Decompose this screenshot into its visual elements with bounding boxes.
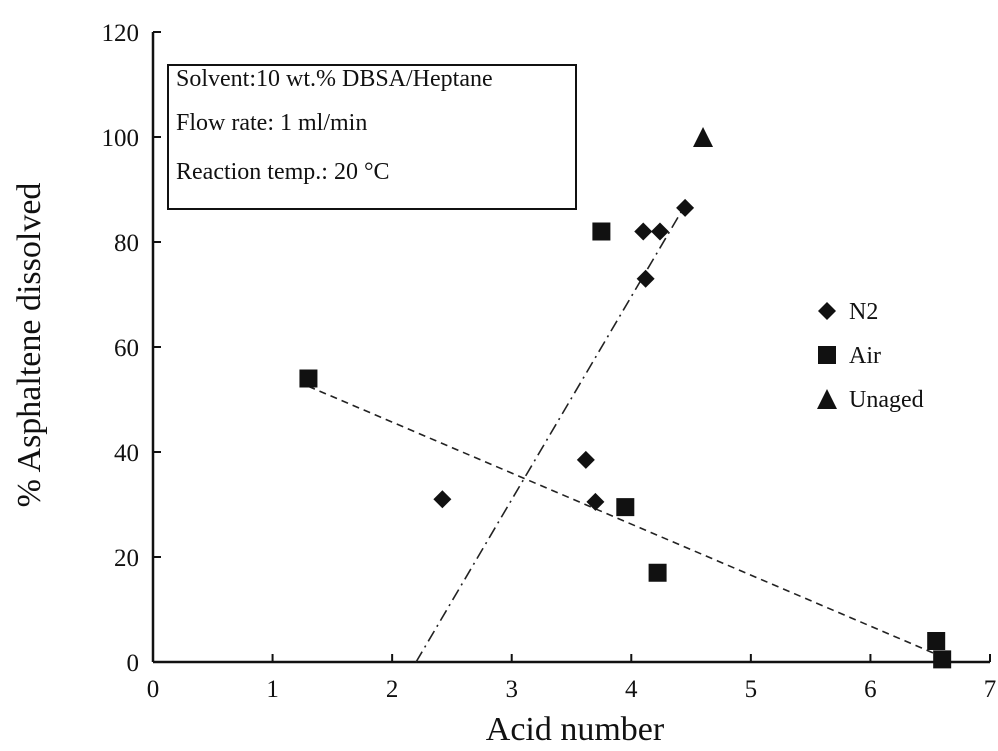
annotation-line-flow-rate: Flow rate: 1 ml/min: [176, 110, 367, 136]
point-square: [933, 650, 952, 669]
y-tick-label: 80: [114, 230, 139, 257]
legend-marker-diamond: [818, 302, 836, 320]
x-tick-label: 3: [505, 676, 518, 703]
y-tick-label: 20: [114, 545, 139, 572]
legend-marker-square: [818, 346, 836, 364]
legend-label: N2: [849, 299, 878, 325]
point-diamond: [636, 269, 655, 288]
annotation-line-solvent: Solvent:10 wt.% DBSA/Heptane: [176, 66, 493, 92]
legend-label: Air: [849, 343, 881, 369]
point-square: [648, 563, 667, 582]
point-triangle: [693, 127, 714, 147]
x-tick-label: 5: [745, 676, 758, 703]
point-square: [616, 498, 635, 517]
y-tick-label: 120: [102, 20, 140, 47]
x-tick-label: 0: [147, 676, 160, 703]
point-square: [299, 369, 318, 388]
annotation-box-border: [167, 64, 577, 210]
legend: N2 Air Unaged: [817, 299, 924, 413]
trendline-dashed: [308, 385, 943, 658]
x-tick-label: 4: [625, 676, 638, 703]
data-points: [299, 127, 952, 669]
x-tick-label: 2: [386, 676, 399, 703]
y-axis-title: % Asphaltene dissolved: [11, 183, 48, 508]
point-diamond: [586, 492, 605, 511]
y-tick-label: 100: [102, 125, 140, 152]
point-square: [592, 222, 611, 241]
axes: 0 20 40 60 80 100 120 0 1 2 3 4 5 6 7: [102, 20, 997, 703]
legend-label: Unaged: [849, 387, 924, 413]
point-diamond: [576, 450, 595, 469]
trendlines: [308, 204, 943, 663]
point-diamond: [676, 198, 695, 217]
annotation-line-reaction-temp: Reaction temp.: 20 °C: [176, 159, 390, 185]
x-tick-label: 1: [266, 676, 279, 703]
y-tick-label: 40: [114, 440, 139, 467]
point-square: [927, 632, 946, 650]
point-diamond: [650, 222, 669, 241]
point-diamond: [433, 490, 452, 509]
annotation-box: Solvent:10 wt.% DBSA/Heptane Flow rate: …: [167, 64, 577, 210]
y-tick-label: 0: [127, 650, 140, 677]
x-tick-label: 7: [984, 676, 997, 703]
legend-marker-triangle: [817, 389, 837, 409]
y-tick-label: 60: [114, 335, 139, 362]
x-tick-label: 6: [864, 676, 877, 703]
x-axis-title: Acid number: [486, 711, 665, 746]
point-diamond: [634, 222, 653, 241]
